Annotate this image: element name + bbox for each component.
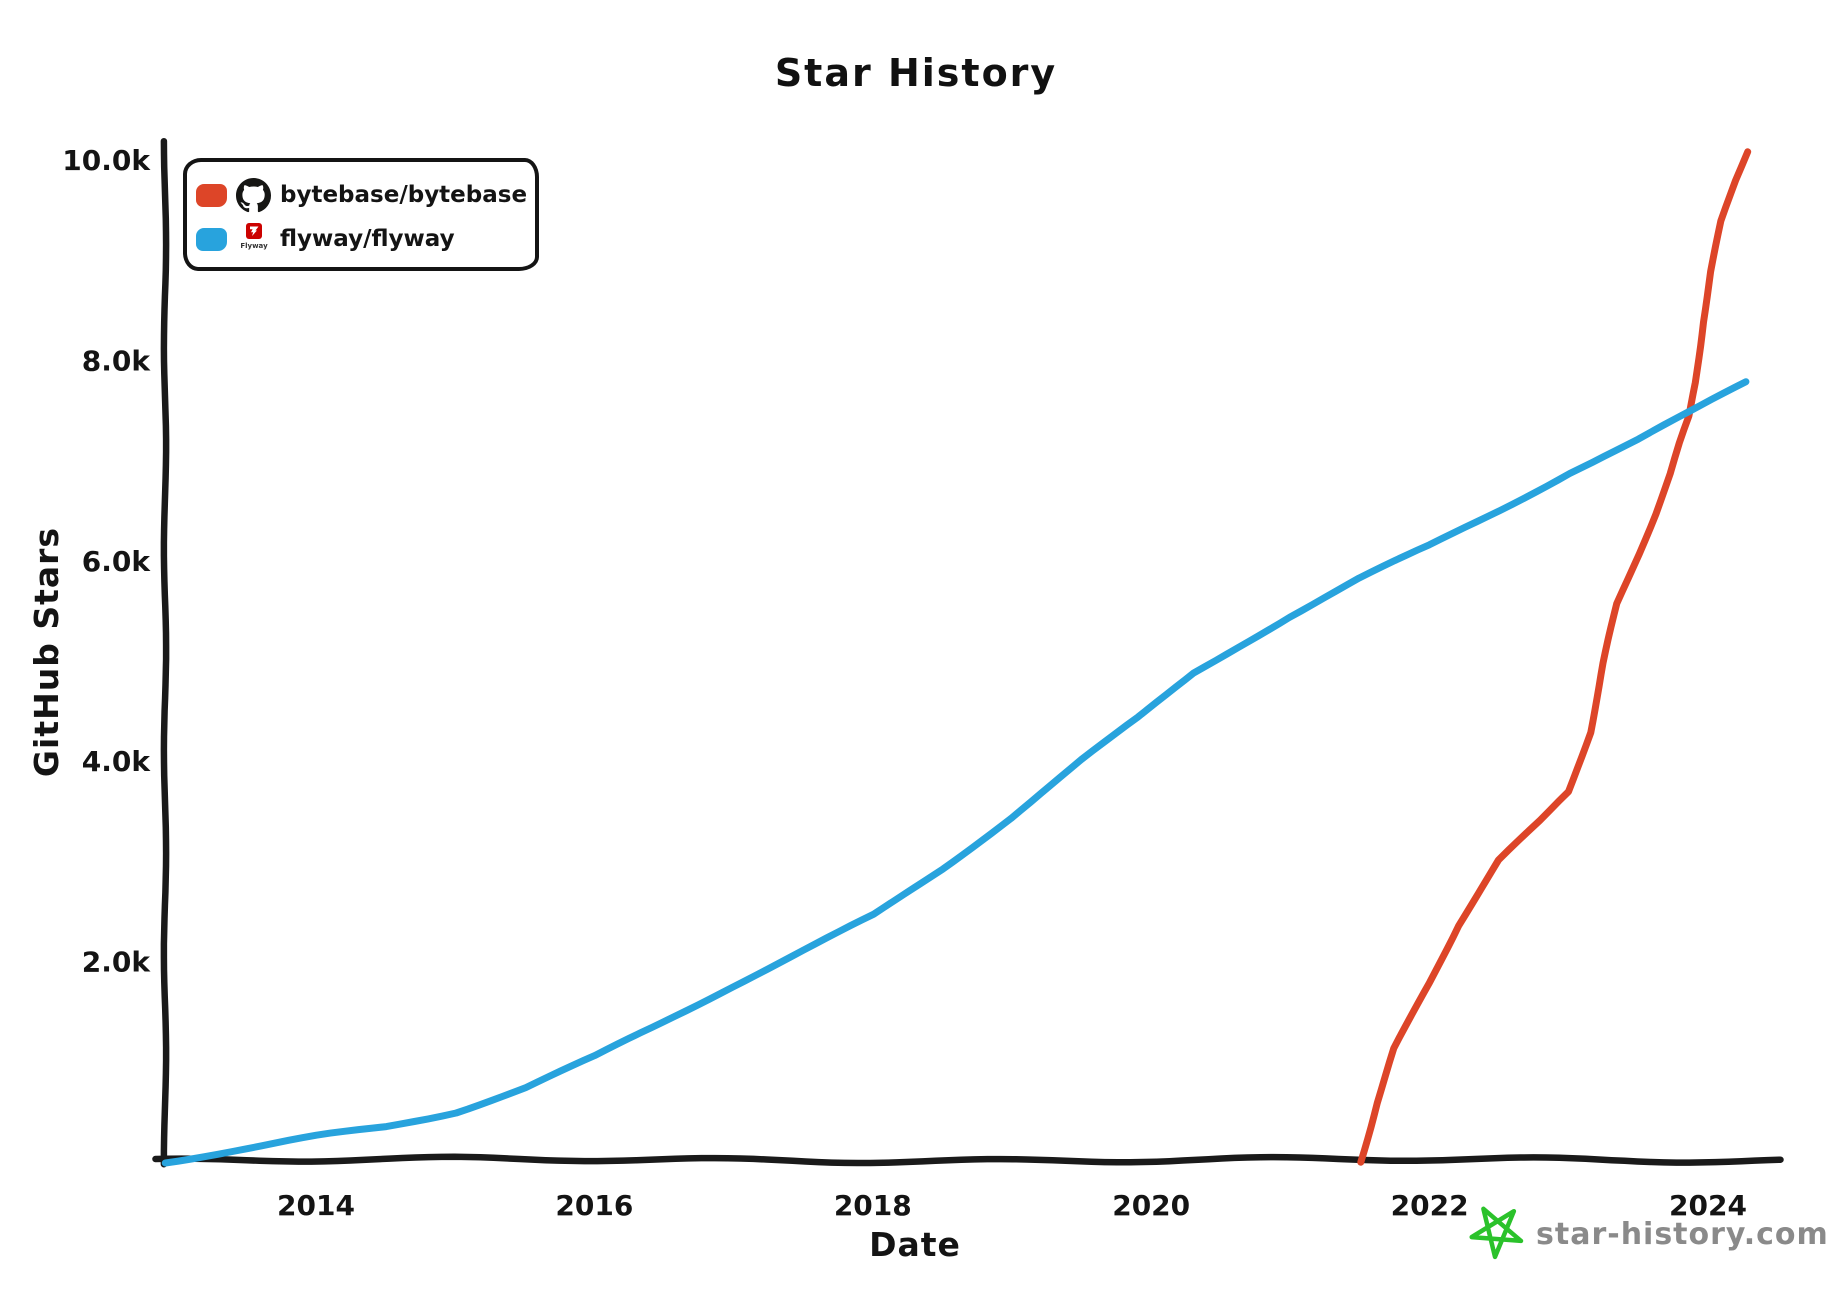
x-tick-2024: 2024 (1669, 1189, 1747, 1222)
watermark-text: star-history.com (1536, 1217, 1829, 1252)
x-axis (152, 1153, 1784, 1167)
chart-title: Star History (775, 51, 1057, 95)
x-tick-2018: 2018 (834, 1189, 912, 1222)
x-axis-label: Date (869, 1225, 961, 1264)
watermark: star-history.com (1469, 1206, 1829, 1260)
github-icon (236, 177, 271, 212)
x-tick-2020: 2020 (1112, 1189, 1190, 1222)
bytebase-line (1357, 148, 1752, 1166)
tick-labels: 2014 2016 2018 2020 2022 2024 2.0k 4.0k 6.0k 8.0k… (62, 144, 1747, 1222)
legend-label-bytebase: bytebase/bytebase (280, 182, 528, 208)
y-axis-label: GitHub Stars (27, 527, 66, 777)
axes (152, 137, 1784, 1168)
x-tick-2014: 2014 (277, 1189, 355, 1222)
legend-item-bytebase: bytebase/bytebase (196, 176, 527, 214)
y-tick-4.0k: 4.0k (82, 745, 152, 778)
series-lines (161, 148, 1752, 1167)
y-tick-8.0k: 8.0k (82, 344, 152, 377)
flyway-series-swatch (196, 227, 227, 251)
flyway-icon-text: Flyway (240, 242, 268, 250)
x-tick-2016: 2016 (555, 1189, 633, 1222)
x-tick-2022: 2022 (1391, 1189, 1469, 1222)
y-tick-6.0k: 6.0k (82, 545, 152, 578)
bytebase-series-swatch (196, 183, 227, 207)
legend-label-flyway: flyway/flyway (280, 226, 455, 252)
flyway-icon: Flyway (240, 222, 268, 250)
flyway-line (161, 378, 1750, 1167)
y-axis (160, 137, 170, 1168)
legend-item-flyway: Flyway flyway/flyway (196, 220, 455, 258)
green-star-icon (1469, 1206, 1524, 1260)
y-tick-10.0k: 10.0k (62, 144, 151, 177)
y-tick-2.0k: 2.0k (82, 946, 152, 979)
legend: bytebase/bytebase Flyway flyway/flyway (183, 158, 539, 271)
